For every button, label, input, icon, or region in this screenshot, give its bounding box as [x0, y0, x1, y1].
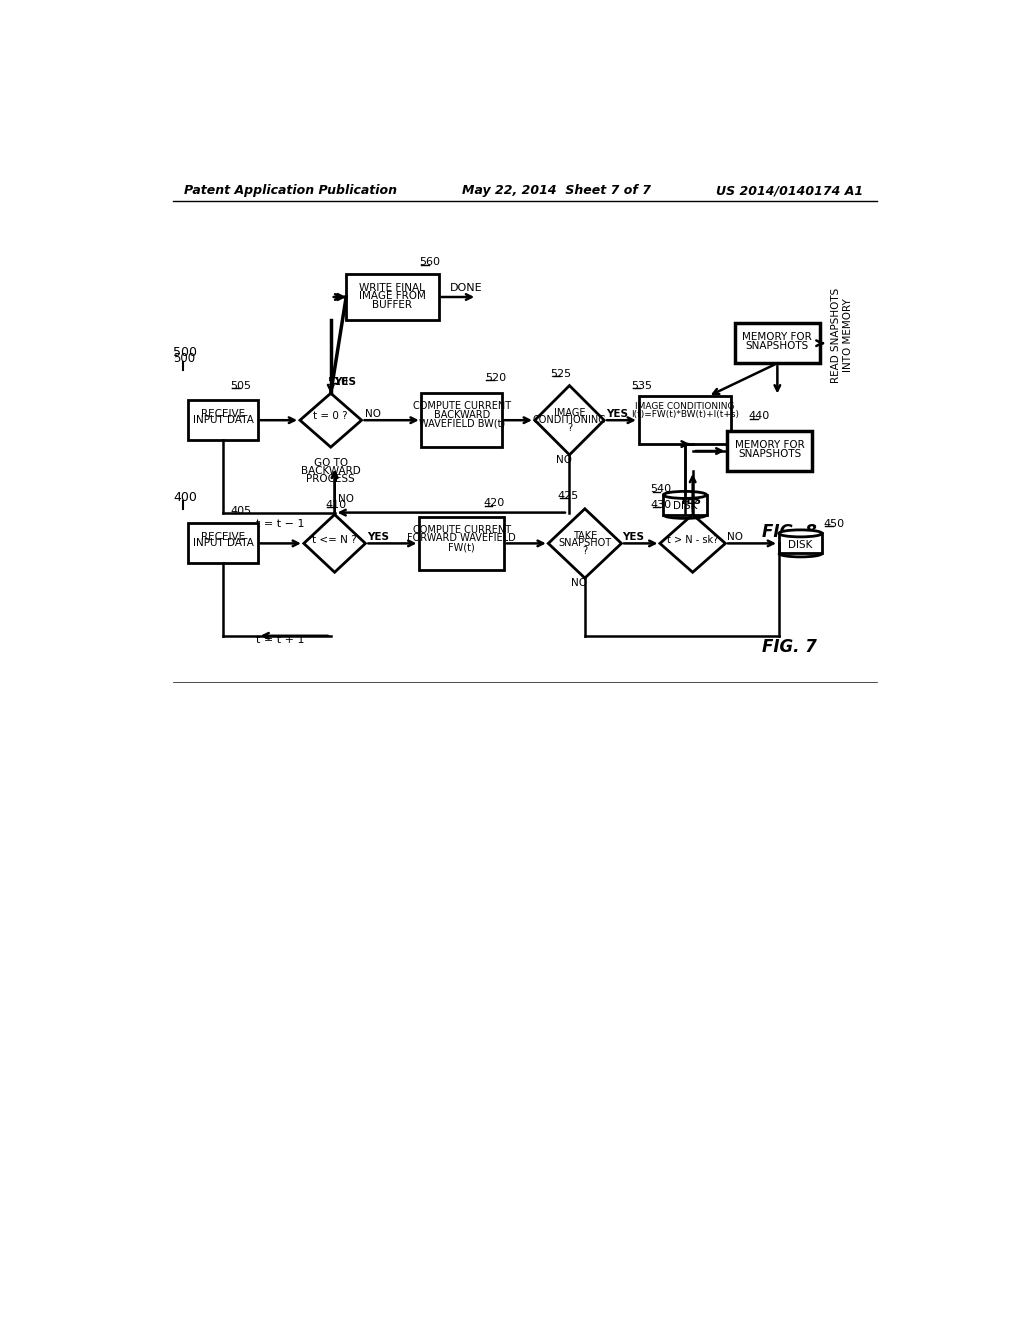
Ellipse shape [664, 491, 707, 499]
Text: WAVEFIELD BW(t): WAVEFIELD BW(t) [419, 418, 505, 428]
Text: YES: YES [335, 376, 356, 387]
Text: FW(t): FW(t) [449, 543, 475, 552]
Text: INPUT DATA: INPUT DATA [193, 539, 253, 548]
Text: NO: NO [366, 409, 381, 418]
Text: t = t − 1: t = t − 1 [256, 519, 305, 529]
Text: Patent Application Publication: Patent Application Publication [184, 185, 397, 197]
Text: 540: 540 [650, 484, 672, 495]
Text: YES: YES [367, 532, 389, 543]
FancyBboxPatch shape [639, 396, 731, 444]
Text: RECEIVE: RECEIVE [201, 409, 245, 418]
Text: PROCESS: PROCESS [306, 474, 355, 484]
Text: MEMORY FOR: MEMORY FOR [735, 440, 805, 450]
Text: ?: ? [583, 546, 588, 556]
Polygon shape [535, 385, 604, 455]
Text: t = t + 1: t = t + 1 [256, 635, 305, 644]
Text: t = 0 ?: t = 0 ? [313, 412, 348, 421]
Text: DISK: DISK [673, 502, 697, 511]
Text: 560: 560 [419, 257, 440, 268]
Text: COMPUTE CURRENT: COMPUTE CURRENT [413, 524, 511, 535]
Text: SNAPSHOTS: SNAPSHOTS [738, 449, 802, 459]
Text: I(t)=FW(t)*BW(t)+I(t+s): I(t)=FW(t)*BW(t)+I(t+s) [631, 411, 739, 420]
Text: 405: 405 [230, 506, 252, 516]
FancyBboxPatch shape [188, 524, 258, 564]
Text: FIG. 8: FIG. 8 [762, 523, 817, 541]
Text: NO: NO [571, 578, 587, 589]
Text: t <= N ?: t <= N ? [312, 535, 357, 545]
Polygon shape [300, 393, 361, 447]
Text: RECEIVE: RECEIVE [201, 532, 245, 543]
Text: READ SNAPSHOTS: READ SNAPSHOTS [831, 288, 842, 383]
FancyBboxPatch shape [779, 533, 822, 553]
Text: COMPUTE CURRENT: COMPUTE CURRENT [413, 401, 511, 412]
Text: May 22, 2014  Sheet 7 of 7: May 22, 2014 Sheet 7 of 7 [462, 185, 650, 197]
Text: BACKWARD: BACKWARD [301, 466, 360, 477]
Text: NO: NO [556, 455, 571, 465]
Text: 500: 500 [173, 346, 197, 359]
Text: 505: 505 [230, 380, 252, 391]
Text: 420: 420 [483, 499, 505, 508]
Text: 450: 450 [823, 519, 845, 529]
Text: FIG. 7: FIG. 7 [762, 639, 817, 656]
FancyBboxPatch shape [188, 400, 258, 441]
Text: 535: 535 [631, 380, 652, 391]
Text: SNAPSHOT: SNAPSHOT [558, 539, 611, 548]
Text: 525: 525 [550, 370, 571, 379]
Text: WRITE FINAL: WRITE FINAL [359, 282, 425, 293]
FancyBboxPatch shape [421, 393, 502, 447]
Text: t > N - sk?: t > N - sk? [667, 535, 718, 545]
Text: 400: 400 [173, 491, 197, 504]
Text: ?: ? [567, 422, 572, 433]
Text: BACKWARD: BACKWARD [433, 409, 489, 420]
Text: YES: YES [606, 409, 629, 418]
Text: IMAGE: IMAGE [554, 408, 585, 417]
Text: DISK: DISK [788, 540, 813, 550]
Text: SNAPSHOTS: SNAPSHOTS [745, 342, 809, 351]
Text: US 2014/0140174 A1: US 2014/0140174 A1 [716, 185, 863, 197]
Text: YES: YES [679, 496, 700, 506]
Polygon shape [659, 515, 725, 573]
FancyBboxPatch shape [727, 430, 812, 471]
Text: 425: 425 [558, 491, 580, 500]
Text: FORWARD WAVEFIELD: FORWARD WAVEFIELD [408, 533, 516, 543]
Text: MEMORY FOR: MEMORY FOR [742, 333, 812, 342]
Polygon shape [548, 508, 622, 578]
Text: GO TO: GO TO [313, 458, 348, 467]
Text: NO: NO [727, 532, 742, 543]
FancyBboxPatch shape [419, 517, 504, 570]
Text: 510: 510 [327, 376, 348, 387]
Text: DONE: DONE [451, 282, 482, 293]
Text: TAKE: TAKE [572, 531, 597, 541]
Text: IMAGE FROM: IMAGE FROM [359, 292, 426, 301]
FancyBboxPatch shape [735, 323, 819, 363]
Polygon shape [304, 515, 366, 573]
FancyBboxPatch shape [346, 275, 438, 321]
Text: NO: NO [339, 494, 354, 504]
Text: 440: 440 [749, 412, 769, 421]
Ellipse shape [779, 529, 822, 537]
Text: BUFFER: BUFFER [373, 300, 413, 310]
FancyBboxPatch shape [664, 495, 707, 515]
Text: INTO MEMORY: INTO MEMORY [843, 298, 853, 372]
Text: CONDITIONING: CONDITIONING [532, 416, 606, 425]
Text: YES: YES [622, 532, 644, 543]
Text: INPUT DATA: INPUT DATA [193, 416, 253, 425]
Text: 430: 430 [650, 500, 672, 510]
Text: 520: 520 [484, 372, 506, 383]
Text: 500: 500 [173, 352, 195, 366]
Text: IMAGE CONDITIONING: IMAGE CONDITIONING [635, 401, 734, 411]
Text: 410: 410 [326, 500, 346, 510]
